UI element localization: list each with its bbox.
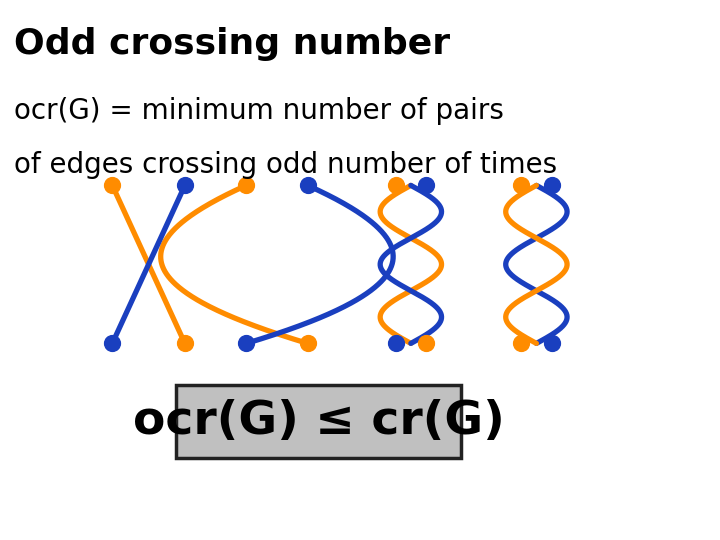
Point — [546, 339, 557, 348]
Point — [390, 181, 401, 190]
Point — [390, 339, 401, 348]
Point — [302, 339, 313, 348]
Text: ocr(G) ≤ cr(G): ocr(G) ≤ cr(G) — [133, 399, 505, 444]
Point — [516, 339, 527, 348]
Text: of edges crossing odd number of times: of edges crossing odd number of times — [14, 151, 557, 179]
Point — [302, 181, 313, 190]
Point — [516, 181, 527, 190]
Point — [420, 339, 432, 348]
Point — [546, 181, 557, 190]
Text: ocr(G) = minimum number of pairs: ocr(G) = minimum number of pairs — [14, 97, 504, 125]
Point — [107, 339, 118, 348]
Point — [179, 339, 191, 348]
Point — [240, 339, 252, 348]
Point — [107, 181, 118, 190]
Point — [240, 181, 252, 190]
Point — [420, 181, 432, 190]
FancyBboxPatch shape — [176, 385, 461, 458]
Point — [179, 181, 191, 190]
Text: Odd crossing number: Odd crossing number — [14, 27, 451, 61]
